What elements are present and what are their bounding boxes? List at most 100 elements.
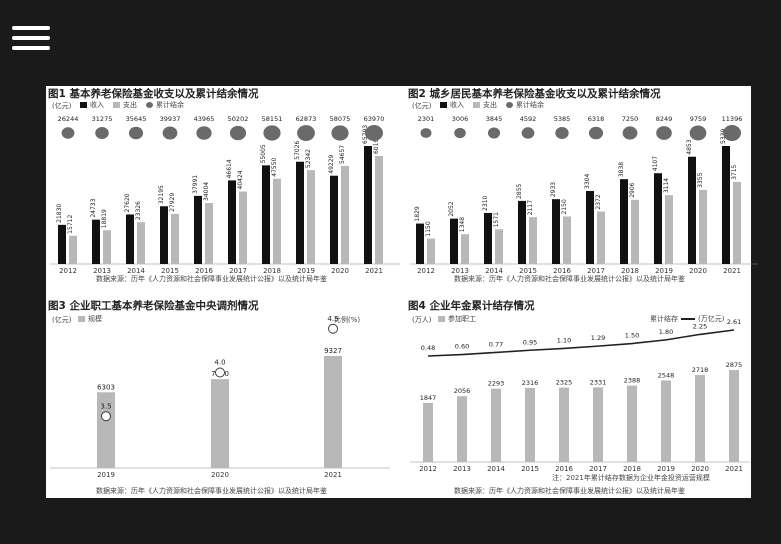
bar-participants	[661, 380, 671, 462]
bar-participants	[457, 396, 467, 462]
x-tick-label: 2012	[59, 267, 77, 275]
unit-label: (亿元)	[412, 102, 432, 110]
x-tick-label: 2021	[365, 267, 383, 275]
accumulated-ellipse	[420, 128, 432, 138]
data-label-income: 3838	[618, 162, 625, 177]
bar-income	[620, 179, 628, 264]
bar-income	[194, 195, 202, 264]
legend-label: 收入	[450, 101, 464, 109]
data-label-income: 55005	[260, 144, 267, 163]
bar-participants	[627, 385, 637, 462]
bar-income	[262, 165, 270, 264]
accumulated-label: 5385	[554, 115, 571, 123]
x-tick-label: 2021	[725, 465, 743, 473]
chart-panel-2: 图2 城乡居民基本养老保险基金收支以及累计结余情况 (亿元) 收入 支出 累计结…	[406, 86, 758, 292]
accumulated-ellipse	[95, 126, 109, 140]
accumulated-label: 43965	[194, 115, 215, 123]
chart-svg: 21830 15712 26244 2012 24733 18819 31275 2013 27…	[50, 115, 400, 275]
x-tick-label: 2017	[587, 267, 605, 275]
bar-expense	[307, 170, 315, 264]
data-label-income: 3304	[584, 174, 591, 189]
x-tick-label: 2020	[331, 267, 349, 275]
line-label: 0.60	[455, 343, 469, 351]
data-label-expense: 2906	[629, 182, 636, 197]
legend-swatch	[681, 318, 695, 320]
bar-expense	[699, 189, 707, 264]
line-label: 0.48	[421, 344, 435, 352]
accumulated-ellipse	[128, 126, 144, 140]
legend-label: 支出	[123, 101, 137, 109]
data-label-income: 46614	[226, 159, 233, 178]
data-label-participants: 2548	[658, 371, 675, 379]
ratio-marker	[328, 323, 338, 334]
line-label: 0.95	[523, 338, 537, 346]
legend-swatch	[438, 316, 445, 322]
legend-swatch	[146, 102, 153, 108]
accumulated-ellipse	[196, 126, 212, 140]
data-label-participants: 2325	[556, 379, 573, 387]
bar-income	[296, 161, 304, 264]
accumulated-ellipse	[263, 125, 281, 141]
legend-swatch	[78, 316, 85, 322]
data-label-participants: 2388	[624, 377, 641, 385]
accumulated-ellipse	[656, 126, 672, 140]
x-tick-label: 2019	[297, 267, 315, 275]
chart-title: 图4 企业年金累计结存情况	[408, 300, 535, 312]
bar-income	[450, 218, 458, 264]
ratio-label: 4.5	[327, 315, 338, 323]
x-tick-label: 2016	[553, 267, 571, 275]
x-tick-label: 2013	[93, 267, 111, 275]
accumulated-label: 2301	[418, 115, 435, 123]
accumulated-label: 31275	[92, 115, 113, 123]
bar-expense	[341, 165, 349, 264]
note-text: 注：2021年累计结存数据为企业年金投资运营规模	[552, 474, 710, 482]
bar-expense	[137, 222, 145, 264]
chart-title: 图2 城乡居民基本养老保险基金收支以及累计结余情况	[408, 88, 661, 100]
accumulated-label: 58075	[330, 115, 351, 123]
right-unit-label: (万亿元)	[698, 315, 725, 323]
x-tick-label: 2018	[263, 267, 281, 275]
accumulated-label: 7250	[622, 115, 639, 123]
bar-expense	[171, 213, 179, 264]
line-label: 1.50	[625, 332, 639, 340]
data-label-income: 32195	[158, 185, 165, 204]
x-tick-label: 2018	[621, 267, 639, 275]
legend-label: 累计结余	[516, 101, 544, 109]
ratio-label: 3.5	[100, 402, 111, 410]
x-tick-label: 2021	[324, 471, 342, 479]
data-label-income: 21830	[56, 204, 63, 223]
bar-income	[484, 212, 492, 264]
data-label-expense: 52342	[305, 149, 312, 168]
data-label-expense: 60197	[373, 135, 380, 154]
hamburger-menu-icon[interactable]	[12, 26, 50, 52]
legend-label: 参加职工	[448, 315, 476, 323]
line-label: 2.25	[693, 322, 707, 330]
chart-sheet: 图1 基本养老保险基金收支以及累计结余情况 (亿元) 收入 支出 累计结余 21…	[46, 86, 758, 498]
x-tick-label: 2018	[623, 465, 641, 473]
bar-expense	[103, 230, 111, 264]
chart-svg: 1829 1150 2301 2012 2052 1348 3006 2013 2310 1571…	[410, 115, 758, 275]
source-text: 数据来源：历年《人力资源和社会保障事业发展统计公报》以及统计局年鉴	[454, 487, 685, 495]
data-label-scale: 6303	[97, 383, 115, 391]
ratio-marker	[101, 411, 111, 422]
x-tick-label: 2013	[453, 465, 471, 473]
accumulated-ellipse	[689, 125, 707, 141]
bar-expense	[529, 217, 537, 264]
x-tick-label: 2014	[127, 267, 145, 275]
line-legend: 累计结存 (万亿元)	[650, 314, 724, 324]
data-label-expense: 2150	[561, 199, 568, 214]
bar-expense	[69, 235, 77, 264]
unit-label: (亿元)	[52, 102, 72, 110]
accumulated-ellipse	[331, 125, 349, 141]
line-accumulated	[427, 329, 735, 357]
bar-expense	[597, 211, 605, 264]
accumulated-ellipse	[521, 127, 535, 139]
legend-swatch	[440, 102, 447, 108]
bar-income	[160, 206, 168, 264]
bar-income	[722, 146, 730, 264]
accumulated-ellipse	[162, 126, 178, 140]
line-label: 2.61	[727, 318, 741, 326]
data-label-income: 5339	[720, 129, 727, 144]
bar-participants	[525, 387, 535, 462]
